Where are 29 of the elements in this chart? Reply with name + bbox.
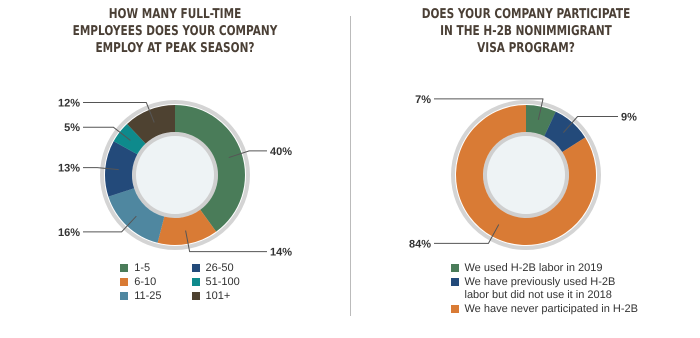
data-label: 7% <box>414 94 431 106</box>
data-label: 84% <box>408 238 431 250</box>
data-label: 12% <box>58 97 80 110</box>
legend-label: 11-25 <box>134 290 162 303</box>
donut-slice <box>127 105 175 144</box>
legend-label: 26-50 <box>206 262 234 275</box>
legend-label: 51-100 <box>206 276 240 289</box>
donut-slice <box>114 124 146 154</box>
chart-title: DOES YOUR COMPANY PARTICIPATE IN THE H-2B NONIMMIGRANT VISA PROGRAM? <box>420 6 631 57</box>
donut-slice <box>526 105 556 136</box>
donut-slice <box>544 112 585 152</box>
legend-label: We have previously used H-2B labor but did not use it in 2018 <box>464 276 616 302</box>
data-label: 13% <box>58 162 80 175</box>
data-label: 5% <box>64 122 80 134</box>
legend-label: 6-10 <box>134 276 156 289</box>
legend-label: 101+ <box>206 290 230 303</box>
donut-slice <box>456 105 596 245</box>
data-label: 9% <box>620 111 637 124</box>
legend-label: We have never participated in H-2B <box>464 303 638 316</box>
donut-slice <box>158 210 216 245</box>
donut-slice <box>105 141 138 197</box>
legend-label: We used H-2B labor in 2019 <box>464 262 602 275</box>
data-label: 14% <box>270 246 292 259</box>
donut-slice <box>108 188 164 243</box>
data-label: 40% <box>270 146 292 158</box>
data-label: 16% <box>58 226 80 239</box>
legend-label: 1-5 <box>134 262 150 275</box>
chart-title: HOW MANY FULL-TIME EMPLOYEES DOES YOUR COMPANY EMPLOY AT PEAK SEASON? <box>72 6 278 57</box>
donut-slice <box>175 105 245 232</box>
